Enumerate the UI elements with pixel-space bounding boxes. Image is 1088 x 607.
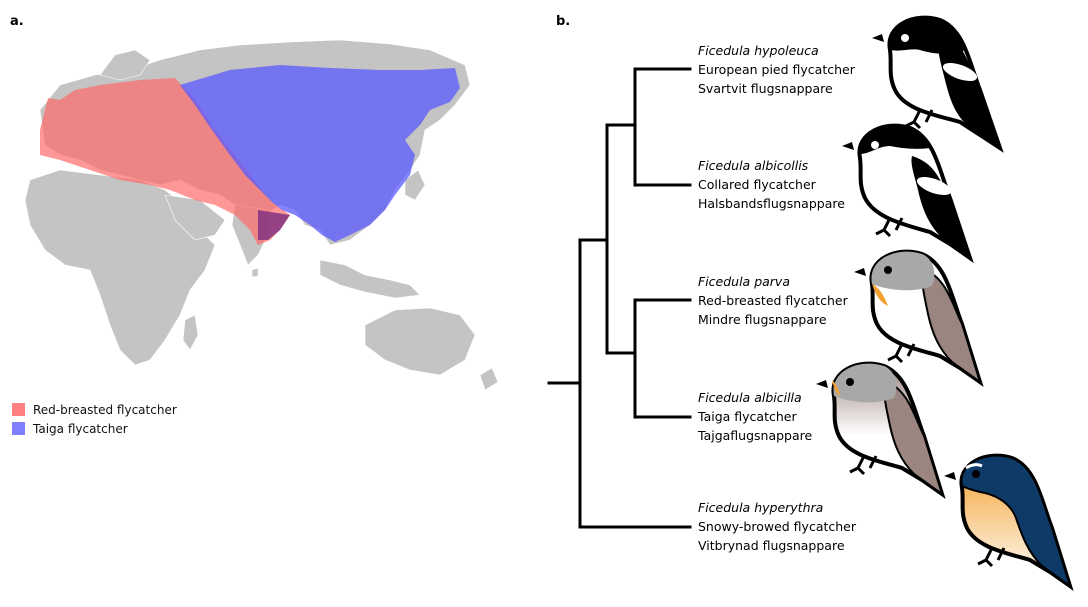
range-map: [24, 39, 499, 390]
swedish-name: Halsbandsflugsnappare: [698, 196, 845, 211]
taxon-hypoleuca: Ficedula hypoleuca European pied flycatc…: [698, 41, 855, 98]
legend-swatch-blue: [12, 422, 25, 435]
pied-flycatcher-icon: [872, 15, 1004, 153]
english-name: Collared flycatcher: [698, 177, 816, 192]
swedish-name: Mindre flugsnappare: [698, 312, 827, 327]
taxon-parva: Ficedula parva Red-breasted flycatcher M…: [698, 272, 848, 329]
taxon-albicollis: Ficedula albicollis Collared flycatcher …: [698, 156, 845, 213]
scientific-name: Ficedula albicilla: [698, 390, 802, 405]
legend-label: Taiga flycatcher: [33, 421, 128, 436]
africa-landmass: [24, 169, 216, 366]
phylogenetic-tree: [547, 15, 1074, 591]
tree-branches: [547, 67, 692, 529]
sri-lanka: [251, 267, 259, 278]
scandinavia: [99, 49, 151, 81]
legend-swatch-red: [12, 403, 25, 416]
swedish-name: Vitbrynad flugsnappare: [698, 538, 845, 553]
madagascar: [182, 314, 199, 351]
range-overlap: [258, 210, 290, 240]
taiga-range: [180, 65, 460, 242]
scientific-name: Ficedula albicollis: [698, 158, 809, 173]
new-zealand: [479, 367, 499, 390]
taiga-flycatcher-icon: [816, 361, 946, 499]
legend-label: Red-breasted flycatcher: [33, 402, 177, 417]
swedish-name: Tajgaflugsnappare: [698, 428, 813, 443]
panel-a-label: a.: [10, 14, 24, 29]
swedish-name: Svartvit flugsnappare: [698, 81, 833, 96]
scientific-name: Ficedula parva: [698, 274, 790, 289]
english-name: Taiga flycatcher: [698, 409, 797, 424]
english-name: Snowy-browed flycatcher: [698, 519, 857, 534]
map-legend: Red-breasted flycatcher Taiga flycatcher: [12, 400, 177, 438]
legend-item-red-breasted: Red-breasted flycatcher: [12, 400, 177, 419]
australia: [364, 307, 476, 376]
english-name: European pied flycatcher: [698, 62, 855, 77]
scientific-name: Ficedula hypoleuca: [698, 43, 819, 58]
southeast-asia-islands: [319, 259, 421, 299]
collared-flycatcher-icon: [842, 123, 974, 264]
japan: [404, 169, 426, 201]
taxon-hyperythra: Ficedula hyperythra Snowy-browed flycatc…: [698, 498, 856, 555]
panel-b-label: b.: [556, 14, 571, 29]
scientific-name: Ficedula hyperythra: [698, 500, 824, 515]
snowy-browed-flycatcher-icon: [944, 453, 1074, 591]
red-breasted-flycatcher-icon: [854, 249, 984, 387]
red-breasted-range: [40, 78, 290, 245]
english-name: Red-breasted flycatcher: [698, 293, 848, 308]
legend-item-taiga: Taiga flycatcher: [12, 419, 177, 438]
taxon-albicilla: Ficedula albicilla Taiga flycatcher Tajg…: [698, 388, 812, 445]
